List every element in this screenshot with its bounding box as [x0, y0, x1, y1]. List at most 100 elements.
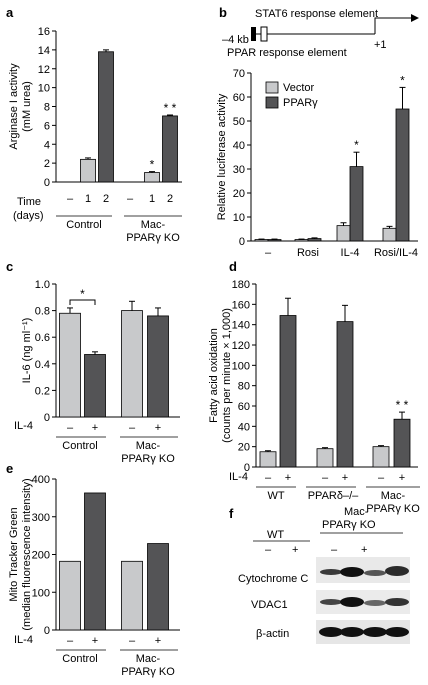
panel-a-y-tick-label: 16	[38, 26, 50, 38]
panel-letter-e: e	[6, 461, 13, 476]
band-cytc-3	[364, 570, 386, 576]
il4-label-panel-c: IL-4	[14, 420, 33, 432]
panel-c-group-label: Control	[62, 440, 97, 452]
promoter-schematic: STAT6 response element –4 kb +1 PPAR res…	[222, 8, 419, 59]
panel-c-il4-sign: +	[155, 422, 161, 434]
panel-b-y-tick-label: 60	[233, 92, 245, 104]
panel-d-y-axis-title: (counts per minute × 1,000)	[221, 308, 233, 443]
panel-a-significance: *	[150, 158, 155, 172]
panel-e-group-label: PPARγ KO	[121, 666, 175, 678]
panel-e-y-axis-title: Mito Tracker Green	[8, 507, 20, 601]
panel-d-il4-sign: +	[399, 472, 405, 484]
panel-b-bar-vector	[254, 239, 269, 242]
panel-a-bar	[144, 172, 160, 183]
blot-sign-3: –	[331, 544, 338, 556]
panel-a-y-tick-label: 4	[44, 139, 50, 151]
panel-e-il4-sign: +	[155, 635, 161, 647]
panel-a-time-tick: 2	[103, 193, 109, 205]
panel-d-y-tick-label: 160	[232, 299, 250, 311]
band-cytc-2	[340, 567, 364, 577]
panel-b-category-label: Rosi/IL-4	[374, 247, 418, 259]
blot-sign-4: +	[361, 544, 367, 556]
panel-c-y-tick-label: 0.6	[35, 332, 50, 344]
panel-d-y-tick-label: 120	[232, 340, 250, 352]
panel-e-y-tick-label: 200	[32, 550, 50, 562]
panel-d-bar	[279, 315, 297, 468]
panel-a-y-axis-title: (mM urea)	[21, 81, 33, 132]
panel-b-bar-vector	[294, 239, 309, 242]
panel-a-group-label: Control	[66, 219, 101, 231]
legend-label-pparg: PPARγ	[283, 97, 318, 109]
panel-d-y-tick-label: 0	[244, 462, 250, 474]
panel-b-category-label: Rosi	[297, 247, 319, 259]
panel-c-bar	[121, 310, 143, 418]
panel-d-group-label: Mac-	[381, 490, 406, 502]
panel-b-bar-vector	[382, 227, 397, 242]
panel-e-y-tick-label: 100	[32, 587, 50, 599]
panel-a-y-tick-label: 0	[44, 177, 50, 189]
panel-d-il4-sign: –	[378, 472, 385, 484]
panel-a-time-tick: –	[67, 193, 74, 205]
tss-arrow	[374, 17, 411, 34]
panel-c-y-tick-label: 0.8	[35, 306, 50, 318]
panel-e-group-label: Control	[62, 653, 97, 665]
panel-a-time-tick: 2	[167, 193, 173, 205]
panel-letter-d: d	[229, 259, 237, 274]
panel-a-y-tick-label: 14	[38, 45, 50, 57]
panel-d-y-tick-label: 140	[232, 320, 250, 332]
panel-a-group-label: PPARγ KO	[126, 232, 180, 244]
panel-c-bar	[84, 354, 106, 418]
panel-b-significance: *	[400, 73, 405, 87]
panel-c-y-tick-label: 0	[44, 412, 50, 424]
panel-e-il4-sign: –	[67, 635, 74, 647]
panel-d-group-label: PPARδ–/–	[308, 490, 359, 502]
panel-letter-c: c	[6, 259, 13, 274]
panel-c-y-tick-label: 1.0	[35, 279, 50, 291]
blot-row-label-vdac1: VDAC1	[251, 599, 288, 611]
panel-a-y-axis-title: Arginase I activity	[8, 63, 20, 150]
panel-d-group-label: WT	[267, 490, 284, 502]
panel-e-il4-sign: –	[129, 635, 136, 647]
panel-d-y-axis-title: Fatty acid oxidation	[208, 328, 220, 423]
legend-panel-b: Vector PPARγ	[265, 81, 318, 109]
panel-c-group-label: Mac-	[136, 440, 161, 452]
blot-group-ko-line2: PPARγ KO	[322, 519, 376, 531]
panel-c-group-label: PPARγ KO	[121, 453, 175, 465]
panel-c-il4-sign: –	[129, 422, 136, 434]
panel-a-y-tick-label: 10	[38, 83, 50, 95]
band-cytc-4	[385, 566, 409, 576]
ppar-label: PPAR response element	[227, 47, 347, 59]
panel-d-y-tick-label: 20	[238, 442, 250, 454]
band-vdac1-1	[320, 599, 342, 605]
panel-b-y-tick-label: 50	[233, 116, 245, 128]
panel-c-il4-sign: +	[92, 422, 98, 434]
panel-d-il4-sign: +	[285, 472, 291, 484]
panel-c-y-tick-label: 0.4	[35, 359, 50, 371]
panel-d-significance: * *	[396, 398, 409, 412]
panel-d-bar	[372, 446, 390, 468]
panel-b-category-label: –	[265, 247, 272, 259]
panel-b-significance: *	[354, 138, 359, 152]
panel-b-category-label: IL-4	[341, 247, 360, 259]
panel-e-y-tick-label: 300	[32, 512, 50, 524]
panel-e-bar	[84, 492, 106, 631]
panel-d-y-tick-label: 180	[232, 279, 250, 291]
legend-swatch-vector	[265, 81, 279, 94]
blot-sign-2: +	[292, 544, 298, 556]
band-cytc-1	[320, 569, 342, 575]
ppar-element	[260, 26, 268, 42]
panel-d-bar	[336, 321, 354, 468]
panel-letter-a: a	[6, 5, 14, 20]
panel-a-group-label: Mac-	[141, 219, 166, 231]
panel-e-bar	[59, 560, 81, 631]
panel-d-y-tick-label: 60	[238, 401, 250, 413]
legend-swatch-pparg	[265, 96, 279, 109]
panel-a-y-tick-label: 6	[44, 120, 50, 132]
panel-b-y-tick-label: 20	[233, 188, 245, 200]
tss-arrow-head	[411, 14, 419, 22]
panel-b-y-axis-title: Relative luciferase activity	[216, 93, 228, 220]
stat6-label: STAT6 response element	[255, 8, 378, 20]
panel-b-y-tick-label: 70	[233, 68, 245, 80]
